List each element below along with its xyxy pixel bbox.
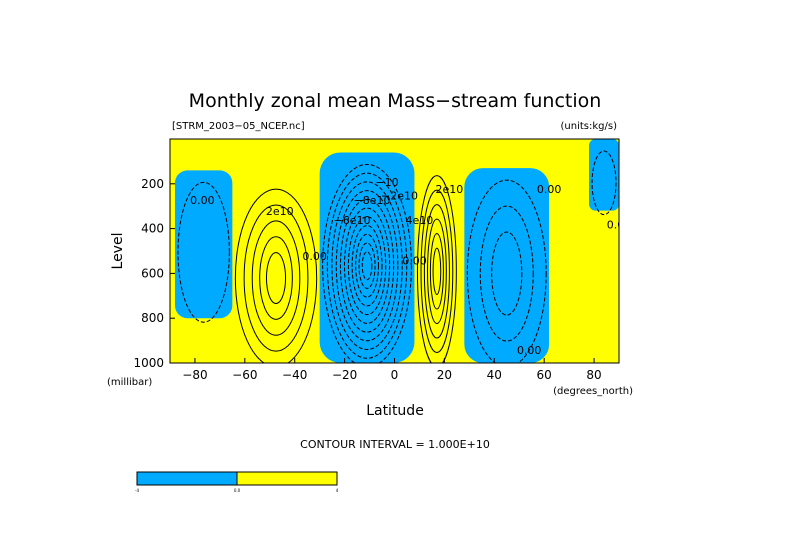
contour-label: −10 <box>375 176 398 189</box>
colorbar-negative-swatch <box>137 472 237 485</box>
x-unit-label: (degrees_north) <box>553 386 633 397</box>
contour-line <box>358 242 376 289</box>
plot-area: 0.00 2e10 0.00 −6e10 −8e10 −10−2e10 0.00 4e10 2e… <box>170 139 632 363</box>
colorbar-label-high: 4 <box>336 488 339 493</box>
file-label: [STRM_2003−05_NCEP.nc] <box>172 121 305 132</box>
x-tick-label: 20 <box>437 368 452 382</box>
units-label: (units:kg/s) <box>561 121 618 132</box>
y-tick-label: 800 <box>141 311 164 325</box>
contour-label: 0.00 <box>402 254 427 267</box>
chart-title: Monthly zonal mean Mass−stream function <box>189 90 602 112</box>
contour-label: 0.00 <box>190 194 215 207</box>
contour-line <box>234 188 318 363</box>
contour-line <box>427 218 447 325</box>
contour-line <box>429 233 444 310</box>
contour-line <box>420 189 454 354</box>
x-tick-label: −80 <box>182 368 207 382</box>
contour-line <box>243 204 309 352</box>
contour-line <box>416 175 457 363</box>
x-tick-label: 60 <box>537 368 552 382</box>
contour-line <box>331 181 403 351</box>
x-tick-label: 40 <box>487 368 502 382</box>
contour-line <box>251 220 301 336</box>
x-tick-label: 0 <box>391 368 399 382</box>
y-axis-title: Level <box>110 233 126 270</box>
contour-label: −6e10 <box>334 214 371 227</box>
negative-region <box>464 168 550 363</box>
contour-label: −8e10 <box>354 194 391 207</box>
x-tick-label: −20 <box>332 368 357 382</box>
colorbar-label-low: -4 <box>135 488 139 493</box>
contour-line <box>259 236 293 320</box>
y-unit-label: (millibar) <box>107 377 152 388</box>
contour-line <box>432 247 442 296</box>
contour-label: −2e10 <box>381 189 418 202</box>
contour-line <box>335 190 399 342</box>
y-tick-label: 200 <box>141 177 164 191</box>
colorbar: -4 0.0 4 <box>135 471 339 493</box>
contour-line <box>351 225 383 307</box>
contour-line <box>355 233 379 298</box>
contour-line <box>466 179 547 363</box>
y-tick-label: 600 <box>141 266 164 280</box>
contour-line <box>491 231 523 316</box>
contour-line <box>479 205 534 342</box>
y-tick-label: 400 <box>141 222 164 236</box>
negative-region <box>319 152 415 363</box>
contour-line <box>423 204 450 339</box>
contour-line <box>344 207 391 324</box>
contour-line <box>326 172 408 359</box>
contour-line <box>591 150 617 216</box>
negative-region <box>174 170 233 319</box>
contour-line <box>265 252 287 304</box>
contour-line <box>347 216 387 316</box>
contour-interval: CONTOUR INTERVAL = 1.000E+10 <box>300 438 490 451</box>
y-tick-label: 1000 <box>133 356 164 370</box>
contour-label: 0.00 <box>302 250 327 263</box>
contour-label: 0.00 <box>537 183 562 196</box>
contour-line <box>322 163 412 363</box>
contour-label: 4e10 <box>406 214 434 227</box>
x-axis-title: Latitude <box>366 403 424 419</box>
contour-label: 0.00 <box>607 219 632 232</box>
contour-label: 2e10 <box>435 183 463 196</box>
x-tick-label: −40 <box>282 368 307 382</box>
colorbar-label-mid: 0.0 <box>234 488 241 493</box>
contour-line <box>177 181 230 323</box>
contour-line <box>361 251 373 281</box>
contour-label: 2e10 <box>266 205 294 218</box>
contour-label: 0.00 <box>517 344 542 357</box>
contour-line <box>339 198 395 333</box>
x-tick-label: −60 <box>232 368 257 382</box>
x-tick-label: 80 <box>586 368 601 382</box>
colorbar-positive-swatch <box>237 472 337 485</box>
